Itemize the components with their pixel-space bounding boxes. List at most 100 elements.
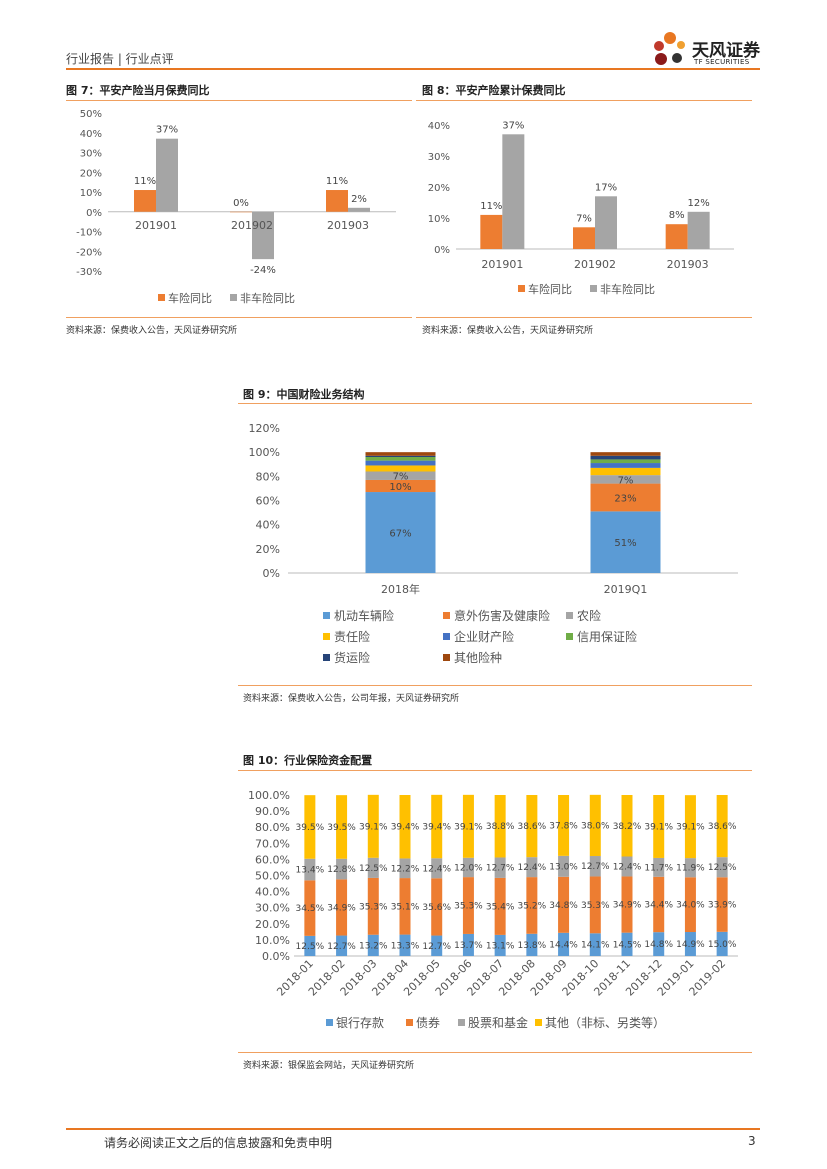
data-label: 34.9% [613, 901, 642, 911]
data-label: 34.0% [676, 901, 705, 911]
y-tick-label: 20% [256, 543, 280, 556]
data-label: 13.2% [359, 941, 388, 951]
stack-segment [336, 795, 348, 859]
stack-segment [431, 794, 443, 859]
stack-segment [526, 877, 538, 934]
stack-segment [621, 795, 633, 857]
data-label: 38.0% [581, 821, 610, 831]
data-label: 0% [233, 198, 249, 209]
stack-segment [589, 794, 601, 857]
stack-segment [621, 876, 633, 933]
data-label: 67% [389, 529, 411, 540]
legend-swatch [566, 633, 573, 640]
y-tick-label: 20.0% [255, 918, 290, 931]
data-label: 14.9% [676, 940, 705, 950]
chart-fig8: 40% 30% 20% 10% 0% 11% 37% 201901 7% 17% 201902 8%1… [428, 120, 734, 296]
legend-swatch [323, 654, 330, 661]
stack-segment [621, 932, 633, 956]
data-label: 13.7% [454, 941, 483, 951]
bar [665, 224, 688, 249]
data-label: 7% [576, 213, 592, 224]
stack-segment [365, 452, 436, 456]
data-label: 12.7% [486, 864, 515, 874]
data-label: -24% [250, 265, 276, 276]
fig8-title: 图 8：平安产险累计保费同比 [422, 84, 566, 97]
y-tick-label: 10.0% [255, 934, 290, 947]
stack-segment [590, 459, 661, 464]
stack-segment [399, 858, 411, 879]
fig10-title: 图 10：行业保险资金配置 [243, 754, 373, 767]
brand-logo: 天风证券 TF SECURITIES [650, 28, 770, 72]
stack-segment [653, 795, 665, 858]
x-tick-label: 201903 [327, 219, 369, 232]
y-tick-label: 80.0% [255, 821, 290, 834]
stack-segment [494, 795, 506, 858]
x-tick-label: 201902 [231, 219, 273, 232]
data-label: 11% [134, 176, 156, 187]
stack-segment [558, 876, 570, 933]
legend-swatch [323, 612, 330, 619]
legend-swatch [590, 285, 597, 292]
y-tick-label: 0.0% [262, 950, 290, 963]
y-tick-label: 20% [80, 168, 102, 179]
y-tick-label: 40% [428, 121, 450, 132]
stack-segment [653, 932, 665, 956]
y-tick-label: 30% [80, 149, 102, 160]
stack-segment [462, 933, 474, 956]
stack-segment [462, 857, 474, 878]
legend-label: 其他（非标、另类等） [545, 1016, 665, 1030]
data-label: 35.3% [359, 902, 388, 912]
legend-label: 农险 [577, 608, 601, 623]
data-label: 12.4% [613, 862, 642, 872]
stack-segment [589, 876, 601, 934]
data-label: 13.0% [549, 862, 578, 872]
data-label: 13.4% [296, 866, 325, 876]
stack-segment [590, 463, 661, 468]
stack-segment [365, 471, 436, 480]
stack-segment [462, 877, 474, 934]
data-label: 14.5% [613, 940, 642, 950]
data-label: 12.4% [422, 864, 451, 874]
data-label: 13.3% [391, 941, 420, 951]
data-label: 39.1% [676, 823, 705, 833]
data-label: 38.6% [518, 822, 547, 832]
stack-segment [526, 933, 538, 956]
bar [687, 211, 710, 249]
stack-segment [399, 934, 411, 956]
data-label: 34.9% [327, 903, 356, 913]
data-label: 35.3% [454, 902, 483, 912]
stack-segment [684, 795, 696, 859]
y-tick-label: -10% [76, 228, 102, 239]
legend-swatch [443, 612, 450, 619]
data-label: 39.4% [422, 823, 451, 833]
data-label: 12.0% [454, 863, 483, 873]
data-label: 35.4% [486, 902, 515, 912]
stack-segment [304, 935, 316, 956]
data-label: 39.5% [296, 823, 325, 833]
legend-swatch [518, 285, 525, 292]
legend-swatch [566, 612, 573, 619]
legend-label: 企业财产险 [454, 629, 514, 644]
x-tick-label: 201901 [135, 219, 177, 232]
y-tick-label: 70.0% [255, 837, 290, 850]
data-label: 35.1% [391, 902, 420, 912]
data-label: 12.5% [708, 863, 737, 873]
bar [480, 214, 503, 249]
stack-segment [365, 457, 436, 461]
x-tick-label: 201901 [481, 258, 523, 271]
stack-segment [367, 934, 379, 956]
y-tick-label: 50% [80, 109, 102, 120]
y-tick-label: 20% [428, 183, 450, 194]
legend-label: 银行存款 [336, 1016, 384, 1030]
data-label: 12.7% [327, 942, 356, 952]
stack-segment [365, 465, 436, 472]
y-tick-label: 10% [428, 214, 450, 225]
legend-swatch [406, 1019, 413, 1026]
legend-label: 债券 [416, 1015, 440, 1030]
data-label: 12.5% [359, 864, 388, 874]
stack-segment [365, 479, 436, 493]
legend-label: 责任险 [334, 629, 370, 644]
bar [595, 196, 617, 249]
y-tick-label: 40.0% [255, 886, 290, 899]
stack-segment [336, 935, 348, 956]
